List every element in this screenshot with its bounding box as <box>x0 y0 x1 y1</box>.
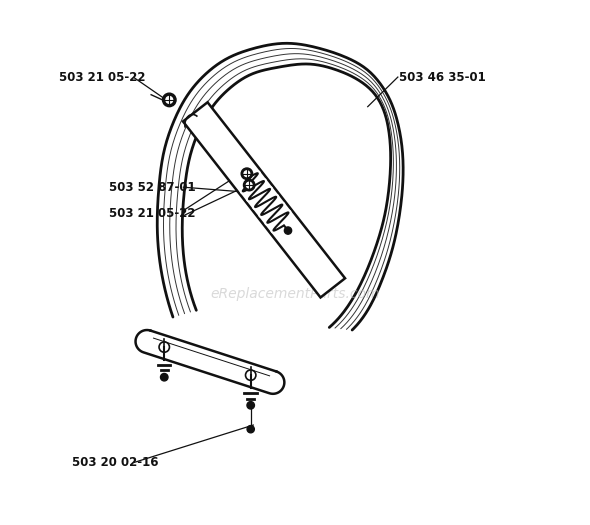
Text: 503 21 05-22: 503 21 05-22 <box>109 207 195 220</box>
Circle shape <box>241 168 253 180</box>
Circle shape <box>244 180 255 191</box>
Circle shape <box>247 182 252 188</box>
Text: 503 20 02-16: 503 20 02-16 <box>71 456 158 469</box>
Polygon shape <box>183 102 345 298</box>
Circle shape <box>160 373 168 381</box>
Circle shape <box>162 93 176 107</box>
Circle shape <box>247 426 254 433</box>
Polygon shape <box>157 43 403 330</box>
Circle shape <box>284 227 291 234</box>
Circle shape <box>166 97 173 103</box>
Text: 503 46 35-01: 503 46 35-01 <box>399 70 486 83</box>
Text: 503 52 87-01: 503 52 87-01 <box>109 181 196 194</box>
Circle shape <box>244 171 250 176</box>
Polygon shape <box>136 330 284 394</box>
Text: 503 21 05-22: 503 21 05-22 <box>59 71 146 84</box>
Text: eReplacementParts.com: eReplacementParts.com <box>210 287 380 301</box>
Circle shape <box>247 402 254 409</box>
